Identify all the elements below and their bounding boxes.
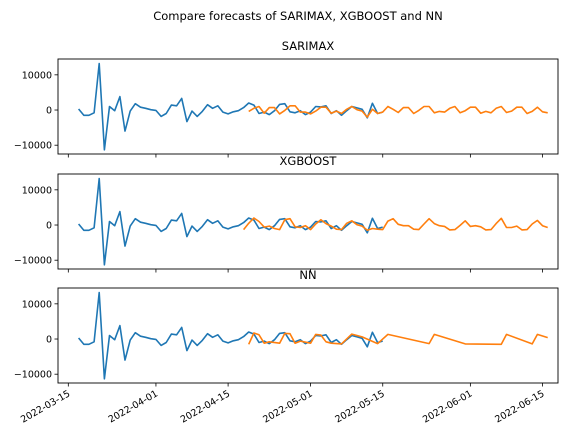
y-tick-label: −10000: [14, 256, 52, 267]
forecast-line: [248, 105, 548, 118]
y-tick-label: 0: [46, 221, 52, 232]
axes-frame: [57, 173, 559, 270]
y-tick-label: 10000: [22, 185, 52, 196]
panel-title: XGBOOST: [280, 154, 338, 168]
y-tick-label: 0: [46, 106, 52, 117]
y-tick-label: 0: [46, 335, 52, 346]
panel-1: SARIMAX −10000 0 10000: [14, 39, 559, 158]
y-tick-label: −10000: [14, 141, 52, 152]
axes-frame: [57, 58, 559, 155]
history-line: [77, 177, 383, 266]
forecast-line: [247, 332, 548, 346]
figure-title: Compare forecasts of SARIMAX, XGBOOST an…: [153, 9, 443, 23]
panel-title: NN: [299, 268, 316, 282]
y-tick-label: −10000: [14, 370, 52, 381]
y-tick-label: 10000: [22, 70, 52, 81]
forecast-line: [242, 217, 548, 232]
y-tick-label: 10000: [22, 299, 52, 310]
history-line: [77, 291, 383, 380]
panel-2: XGBOOST −10000 0 10000: [14, 154, 559, 273]
axes-frame: [57, 287, 559, 384]
panel-title: SARIMAX: [282, 39, 335, 53]
